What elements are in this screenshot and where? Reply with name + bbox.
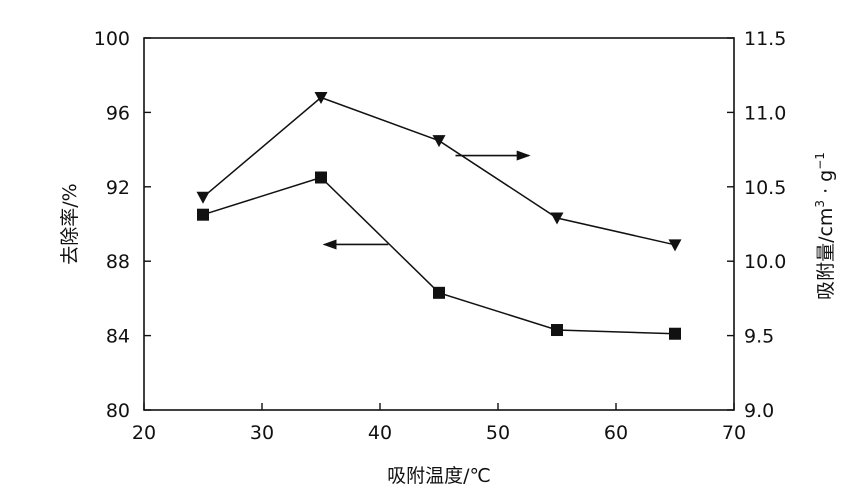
y-right-title-main: 吸附量/cm (815, 208, 837, 300)
square-marker (197, 208, 209, 221)
y-right-tick-label: 10.5 (744, 177, 786, 199)
y-left-tick-label: 96 (106, 102, 130, 124)
series-line (202, 176, 676, 335)
square-marker (315, 171, 327, 184)
x-tick-label: 20 (132, 422, 156, 444)
y-right-tick-label: 11.0 (744, 102, 786, 124)
y-left-tick-label: 80 (106, 400, 130, 422)
square-marker (669, 327, 681, 340)
y-left-tick-label: 88 (106, 251, 130, 273)
y-right-tick-label: 9.5 (744, 326, 774, 348)
y-right-title-mid: · g (815, 170, 837, 200)
square-marker (551, 324, 563, 337)
triangle-marker (314, 92, 328, 105)
y-left-axis-ticks: 80 84 88 92 96 100 (94, 28, 151, 422)
x-tick-label: 60 (604, 422, 628, 444)
x-tick-label: 40 (368, 422, 392, 444)
triangle-marker (668, 239, 682, 252)
series-layer (196, 92, 682, 340)
square-marker (433, 286, 445, 299)
y-right-axis-title: 吸附量/cm3 · g−1 (813, 152, 837, 300)
series-line (202, 96, 676, 246)
y-left-tick-label: 100 (94, 28, 130, 50)
plot-frame (143, 37, 735, 411)
y-right-axis-ticks: 9.0 9.5 10.0 10.5 11.0 11.5 (727, 28, 786, 422)
series-left (197, 171, 681, 340)
y-left-axis-title: 去除率/% (59, 183, 81, 264)
annotation-layer (322, 150, 531, 250)
series-right (196, 92, 682, 252)
y-left-tick-label: 92 (106, 177, 130, 199)
x-tick-label: 70 (722, 422, 746, 444)
y-left-tick-label: 84 (106, 326, 130, 348)
y-right-title-sup3: 3 (813, 200, 827, 208)
x-tick-label: 50 (486, 422, 510, 444)
y-right-tick-label: 11.5 (744, 28, 786, 50)
y-right-tick-label: 9.0 (744, 400, 774, 422)
y-right-title-supneg1: −1 (813, 152, 827, 170)
triangle-marker (550, 212, 564, 225)
x-axis-title: 吸附温度/℃ (387, 465, 491, 487)
triangle-marker (432, 135, 446, 148)
x-tick-label: 30 (250, 422, 274, 444)
x-axis-ticks: 20 30 40 50 60 70 (132, 403, 746, 444)
triangle-marker (196, 191, 210, 204)
y-right-tick-label: 10.0 (744, 251, 786, 273)
